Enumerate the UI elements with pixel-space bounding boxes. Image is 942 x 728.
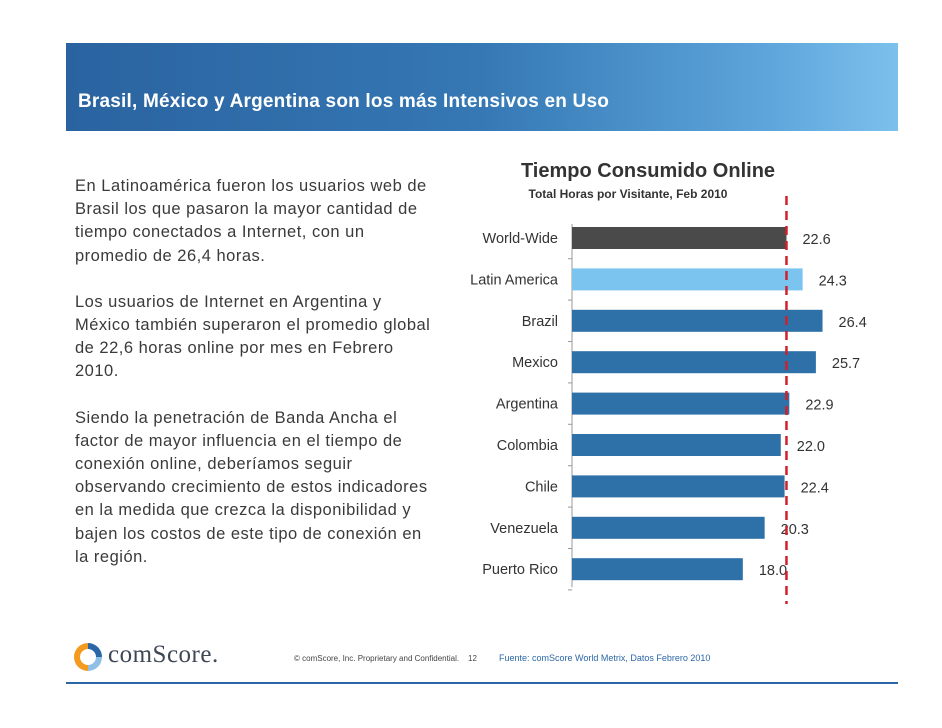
value-label: 22.9	[805, 398, 833, 414]
body-text: En Latinoamérica fueron los usuarios web…	[75, 175, 435, 592]
bar-latin-america	[572, 268, 803, 291]
value-label: 22.0	[797, 439, 825, 455]
bar-argentina	[572, 392, 790, 415]
logo-wordmark: comScore.	[108, 641, 219, 668]
paragraph-2: Los usuarios de Internet en Argentina y …	[75, 292, 431, 381]
value-label: 22.6	[802, 232, 830, 248]
comscore-logo-icon	[74, 643, 102, 671]
value-label: 22.4	[801, 480, 829, 496]
value-label: 18.0	[759, 563, 787, 579]
category-label: Colombia	[497, 438, 559, 454]
copyright-text: © comScore, Inc. Proprietary and Confide…	[294, 654, 460, 663]
bar-colombia	[572, 434, 781, 456]
category-label: Mexico	[512, 355, 558, 371]
value-label: 20.3	[781, 522, 809, 538]
bar-world-wide	[572, 227, 787, 249]
source-note: Fuente: comScore World Metrix, Datos Feb…	[499, 653, 711, 663]
category-label: Venezuela	[490, 521, 559, 537]
page-number: 12	[468, 654, 477, 663]
footer-divider	[66, 682, 898, 684]
paragraph-3: Siendo la penetración de Banda Ancha el …	[75, 408, 428, 566]
header-banner: Brasil, México y Argentina son los más I…	[66, 43, 898, 131]
category-label: Chile	[525, 479, 558, 495]
category-label: Argentina	[496, 397, 559, 413]
category-label: Puerto Rico	[482, 562, 558, 578]
chart-subtitle: Total Horas por Visitante, Feb 2010	[528, 187, 728, 201]
category-label: Brazil	[522, 314, 558, 330]
value-label: 24.3	[819, 273, 847, 289]
value-label: 25.7	[832, 356, 860, 372]
bar-venezuela	[572, 516, 765, 539]
bar-chile	[572, 475, 785, 498]
bar-puerto-rico	[572, 558, 743, 581]
slide-title: Brasil, México y Argentina son los más I…	[78, 91, 610, 112]
category-label: Latin America	[470, 272, 559, 288]
category-label: World-Wide	[483, 231, 558, 247]
value-label: 26.4	[839, 315, 867, 331]
chart-title: Tiempo Consumido Online	[520, 160, 776, 182]
paragraph-1: En Latinoamérica fueron los usuarios web…	[75, 177, 427, 265]
bar-brazil	[572, 309, 823, 332]
comscore-logo: comScore.	[72, 641, 312, 671]
bar-mexico	[572, 351, 816, 374]
